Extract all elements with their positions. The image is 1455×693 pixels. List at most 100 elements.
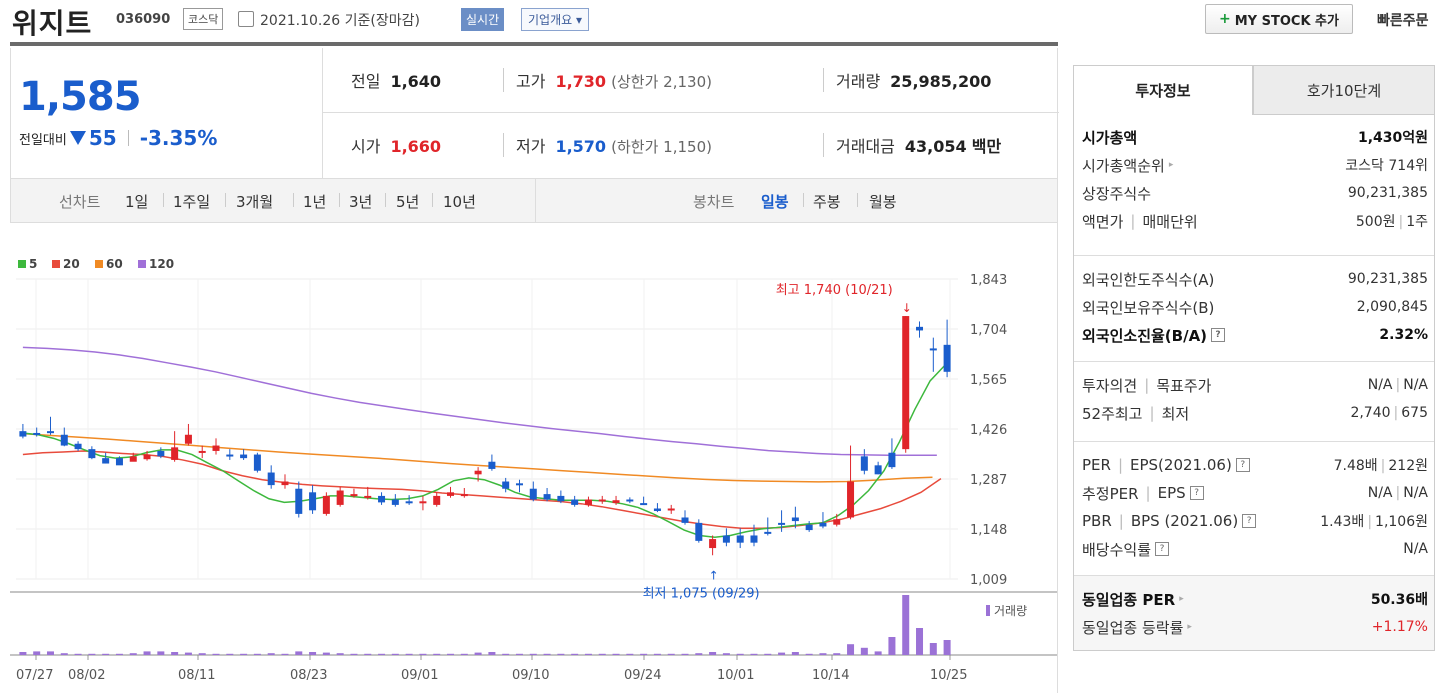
open-label: 시가 — [351, 137, 381, 156]
info-value-text: 코스닥 714위 — [1345, 158, 1428, 174]
info-row: 동일업종 PER ▸ 50.36배 — [1082, 585, 1428, 613]
candle-body — [722, 535, 730, 543]
candle-weekly[interactable]: 주봉 — [813, 193, 841, 211]
volume-bar — [529, 653, 537, 655]
period-1w[interactable]: 1주일 — [173, 193, 211, 211]
candle-monthly[interactable]: 월봉 — [869, 193, 897, 211]
quote-row-1: 전일 1,640 고가 1,730 (상한가 2,130) 거래량 25,985,20… — [323, 48, 1059, 113]
info-label-text: 액면가 — [1082, 212, 1124, 231]
chevron-right-icon[interactable]: ▸ — [1179, 594, 1184, 604]
low-label: 저가 — [516, 137, 546, 156]
realtime-button[interactable]: 실시간 — [461, 8, 505, 31]
candle-body — [612, 500, 620, 504]
info-label: 상장주식수 — [1082, 183, 1151, 204]
info-value-text: 2.32% — [1379, 327, 1428, 343]
volume-bar — [888, 637, 896, 655]
help-icon[interactable]: ? — [1155, 542, 1170, 556]
info-value-text: 1주 — [1406, 214, 1428, 230]
volume-bar — [681, 653, 689, 655]
candle-body — [902, 316, 910, 450]
divider — [293, 193, 294, 207]
help-icon[interactable]: ? — [1211, 328, 1226, 342]
divider: | — [1395, 377, 1401, 393]
period-1y[interactable]: 1년 — [303, 193, 327, 211]
chevron-right-icon[interactable]: ▸ — [1187, 622, 1192, 632]
tab-investment-info[interactable]: 투자정보 — [1073, 65, 1253, 115]
add-my-stock-button[interactable]: + MY STOCK 추가 — [1205, 4, 1353, 34]
legend-swatch — [18, 260, 26, 268]
volume-bar — [695, 653, 703, 655]
info-label: 배당수익률? — [1082, 539, 1170, 560]
info-value-text: N/A — [1403, 541, 1428, 557]
ma120-line — [22, 346, 937, 457]
x-tick-label: 10/25 — [930, 668, 967, 683]
quick-order-button[interactable]: 빠른주문 — [1377, 13, 1429, 29]
volume-bar — [943, 640, 951, 655]
divider — [10, 42, 1058, 46]
market-badge: 코스닥 — [183, 8, 224, 30]
tab-order-book[interactable]: 호가10단계 — [1253, 65, 1435, 115]
volume-bar — [805, 653, 813, 655]
info-value-text: 1.43배 — [1320, 514, 1365, 530]
info-label: 시가총액순위 ▸ — [1082, 155, 1173, 176]
divider: | — [1395, 485, 1401, 501]
volume-bar — [626, 653, 634, 655]
volume-bar — [709, 652, 717, 655]
candle-body — [364, 495, 372, 498]
info-row: 상장주식수 90,231,385 — [1082, 179, 1428, 207]
period-5y[interactable]: 5년 — [396, 193, 420, 211]
period-3y[interactable]: 3년 — [349, 193, 373, 211]
period-3m[interactable]: 3개월 — [236, 193, 274, 211]
volume-legend-swatch — [986, 605, 990, 616]
help-icon[interactable]: ? — [1189, 486, 1204, 500]
stock-chart[interactable]: 5 20 60 120 1,843 1,704 1,565 1,426 1,287 1,148 1,… — [10, 245, 1058, 693]
y-tick-label: 1,148 — [970, 523, 1007, 538]
divider — [803, 193, 804, 207]
candle-body — [847, 481, 855, 518]
chevron-right-icon[interactable]: ▸ — [1168, 160, 1174, 170]
volume-bar — [474, 652, 482, 655]
divider — [385, 193, 386, 207]
divider — [225, 193, 226, 207]
volume-bar — [515, 653, 523, 655]
period-1d[interactable]: 1일 — [125, 193, 149, 211]
info-value: N/A | N/A — [1368, 377, 1428, 393]
period-10y[interactable]: 10년 — [443, 193, 476, 211]
info-row: 시가총액 1,430억원 — [1082, 123, 1428, 151]
volume-label: 거래량 — [836, 72, 881, 91]
help-icon[interactable]: ? — [1242, 514, 1257, 528]
volume-bar — [405, 653, 413, 655]
info-label: 외국인소진율(B/A)? — [1082, 325, 1226, 346]
legend-label: 120 — [149, 257, 174, 271]
volume-label: 거래량 — [994, 604, 1027, 618]
help-icon[interactable]: ? — [1235, 458, 1250, 472]
info-value: 7.48배 | 212원 — [1334, 455, 1428, 475]
company-overview-dropdown[interactable]: 기업개요 ▾ — [521, 8, 589, 31]
candle-body — [157, 450, 165, 457]
info-label-text: EPS(2021.06) — [1130, 456, 1232, 474]
candle-body — [584, 499, 592, 505]
info-value-text: 90,231,385 — [1347, 271, 1428, 287]
x-tick-label: 09/01 — [401, 668, 438, 683]
candle-body — [171, 447, 179, 460]
info-row: 투자의견 | 목표주가 N/A | N/A — [1082, 371, 1428, 399]
candle-daily[interactable]: 일봉 — [761, 193, 789, 211]
volume-bar — [102, 653, 110, 655]
candle-body — [640, 503, 648, 506]
candle-body — [653, 508, 661, 512]
volume-bar — [378, 653, 386, 655]
period-toolbar: 선차트 1일 1주일 3개월 1년 3년 5년 10년 봉차트 일봉 주봉 월봉 — [10, 178, 1058, 223]
info-value-text: 90,231,385 — [1347, 185, 1428, 201]
info-label: 동일업종 등락률 ▸ — [1082, 617, 1192, 638]
volume-bar — [281, 653, 289, 655]
trade-amount-value: 43,054 — [904, 137, 967, 156]
candle-body — [736, 535, 744, 543]
info-label-text: 매매단위 — [1142, 212, 1198, 231]
info-value-text: 212원 — [1388, 458, 1428, 474]
candle-body — [267, 472, 275, 486]
info-value: 1,430억원 — [1358, 127, 1428, 147]
volume-bar — [74, 653, 82, 655]
y-tick-label: 1,843 — [970, 273, 1007, 288]
info-value-text: 50.36배 — [1370, 592, 1428, 608]
